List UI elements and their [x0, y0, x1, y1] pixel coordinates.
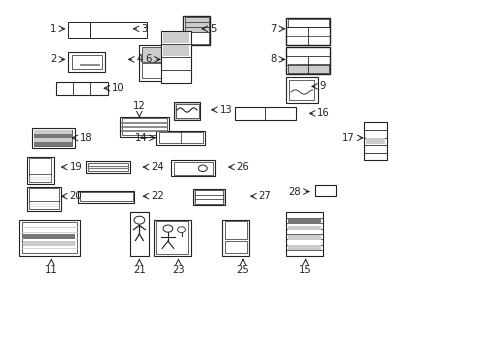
Bar: [68, 22, 124, 38]
Bar: [365, 138, 385, 144]
Bar: [287, 219, 320, 224]
Bar: [129, 212, 149, 256]
Bar: [29, 201, 59, 209]
Bar: [120, 117, 168, 137]
Text: 27: 27: [258, 191, 271, 201]
Text: 1: 1: [50, 24, 57, 34]
Text: 16: 16: [317, 108, 329, 118]
Text: 10: 10: [112, 83, 124, 93]
Circle shape: [177, 227, 185, 233]
Circle shape: [134, 216, 144, 224]
Bar: [171, 160, 215, 176]
Text: 18: 18: [80, 133, 93, 143]
Text: 24: 24: [151, 162, 163, 172]
Bar: [34, 130, 72, 146]
Bar: [85, 161, 129, 173]
Bar: [175, 104, 198, 118]
Text: 3: 3: [141, 24, 147, 34]
Text: 17: 17: [342, 133, 354, 143]
Bar: [161, 31, 190, 83]
Bar: [156, 131, 205, 145]
Text: 26: 26: [236, 162, 249, 172]
Bar: [21, 222, 77, 253]
Circle shape: [198, 165, 207, 172]
Bar: [285, 47, 329, 74]
Bar: [19, 220, 80, 256]
Bar: [139, 45, 171, 81]
Bar: [184, 32, 208, 44]
Bar: [78, 191, 134, 203]
Bar: [34, 134, 72, 138]
Text: 20: 20: [69, 191, 82, 201]
Bar: [222, 220, 249, 256]
Bar: [23, 234, 75, 239]
Text: 13: 13: [219, 105, 232, 115]
Bar: [156, 221, 188, 254]
Text: 2: 2: [50, 54, 57, 64]
Bar: [34, 130, 72, 134]
Bar: [29, 174, 51, 182]
Bar: [34, 142, 72, 146]
Bar: [285, 77, 317, 103]
Bar: [224, 241, 246, 253]
Text: 6: 6: [145, 54, 152, 64]
Bar: [90, 22, 146, 38]
Bar: [285, 212, 322, 256]
Bar: [32, 128, 75, 148]
Bar: [287, 245, 320, 250]
Bar: [287, 235, 320, 240]
Bar: [154, 220, 190, 256]
Bar: [224, 221, 246, 239]
Text: 9: 9: [319, 81, 325, 91]
Text: 12: 12: [133, 101, 145, 111]
Bar: [163, 45, 189, 56]
Text: 11: 11: [45, 265, 58, 275]
Bar: [29, 188, 59, 202]
Bar: [87, 163, 127, 171]
Text: 23: 23: [172, 265, 184, 275]
Bar: [23, 241, 75, 246]
Bar: [287, 226, 320, 230]
Bar: [183, 16, 210, 45]
Bar: [142, 47, 168, 62]
Bar: [27, 187, 61, 211]
Text: 19: 19: [69, 162, 82, 172]
Bar: [142, 63, 168, 78]
Bar: [287, 18, 328, 27]
Bar: [68, 52, 105, 72]
Bar: [163, 32, 189, 43]
Text: 25: 25: [236, 265, 249, 275]
Bar: [173, 162, 212, 175]
Bar: [184, 17, 208, 32]
Bar: [34, 138, 72, 142]
Text: 4: 4: [136, 54, 142, 64]
Text: 7: 7: [270, 24, 276, 34]
Bar: [315, 185, 335, 196]
Bar: [364, 122, 386, 160]
Text: 22: 22: [151, 191, 163, 201]
Bar: [289, 80, 314, 100]
Circle shape: [163, 225, 173, 232]
Bar: [122, 118, 166, 135]
Bar: [193, 189, 224, 205]
Bar: [159, 132, 203, 143]
Bar: [56, 82, 107, 95]
Bar: [72, 55, 102, 69]
Bar: [29, 158, 51, 175]
Text: 5: 5: [209, 24, 216, 34]
Bar: [195, 190, 223, 204]
Text: 15: 15: [299, 265, 311, 275]
Text: 21: 21: [133, 265, 145, 275]
Text: 28: 28: [288, 186, 301, 197]
Bar: [285, 18, 329, 45]
Text: 8: 8: [270, 54, 276, 64]
Bar: [27, 157, 54, 184]
Bar: [234, 107, 295, 120]
Bar: [173, 102, 200, 120]
Text: 14: 14: [134, 133, 147, 143]
Bar: [80, 192, 132, 201]
Bar: [287, 64, 328, 73]
